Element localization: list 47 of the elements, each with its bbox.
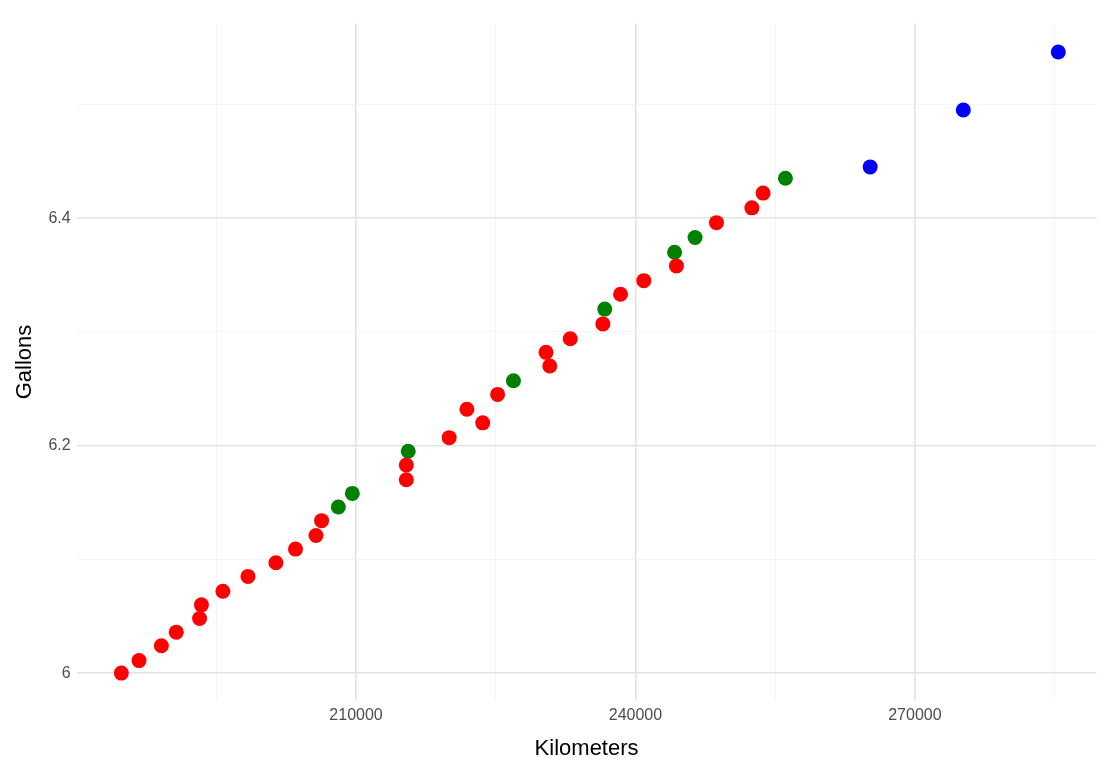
point	[613, 286, 629, 302]
point	[192, 611, 208, 626]
point	[398, 457, 414, 473]
x-axis-title: Kilometers	[534, 734, 639, 760]
point	[240, 568, 256, 584]
y-tick-label: 6.4	[48, 208, 71, 226]
point	[687, 229, 703, 245]
x-tick-label: 240000	[608, 706, 663, 724]
point	[215, 583, 231, 599]
x-tick-label: 270000	[888, 706, 942, 724]
point	[955, 102, 971, 118]
point	[667, 244, 683, 260]
point	[597, 301, 613, 317]
point	[755, 185, 771, 201]
point	[475, 415, 491, 431]
point	[505, 373, 521, 389]
point	[709, 215, 724, 231]
point	[441, 430, 457, 446]
point	[153, 638, 169, 654]
y-tick-label: 6.2	[48, 436, 71, 454]
y-axis-title: Gallons	[11, 324, 37, 400]
point	[538, 344, 554, 360]
point	[131, 653, 147, 669]
point	[400, 443, 416, 459]
point	[490, 386, 506, 402]
point	[288, 541, 304, 557]
point	[595, 316, 611, 332]
point	[113, 665, 129, 681]
point	[308, 527, 324, 543]
point	[459, 401, 475, 417]
point	[1050, 44, 1066, 60]
point	[668, 258, 684, 274]
point	[168, 624, 184, 640]
point	[398, 472, 414, 488]
point	[330, 499, 346, 515]
point	[636, 273, 652, 289]
point	[744, 200, 760, 216]
point	[777, 170, 793, 186]
x-tick-label: 210000	[329, 706, 383, 724]
point	[193, 597, 209, 613]
point	[268, 555, 284, 571]
point	[562, 331, 578, 347]
point	[314, 513, 330, 529]
point	[542, 358, 558, 374]
point	[344, 485, 360, 501]
y-tick-label: 6	[61, 663, 71, 681]
point	[862, 159, 878, 175]
